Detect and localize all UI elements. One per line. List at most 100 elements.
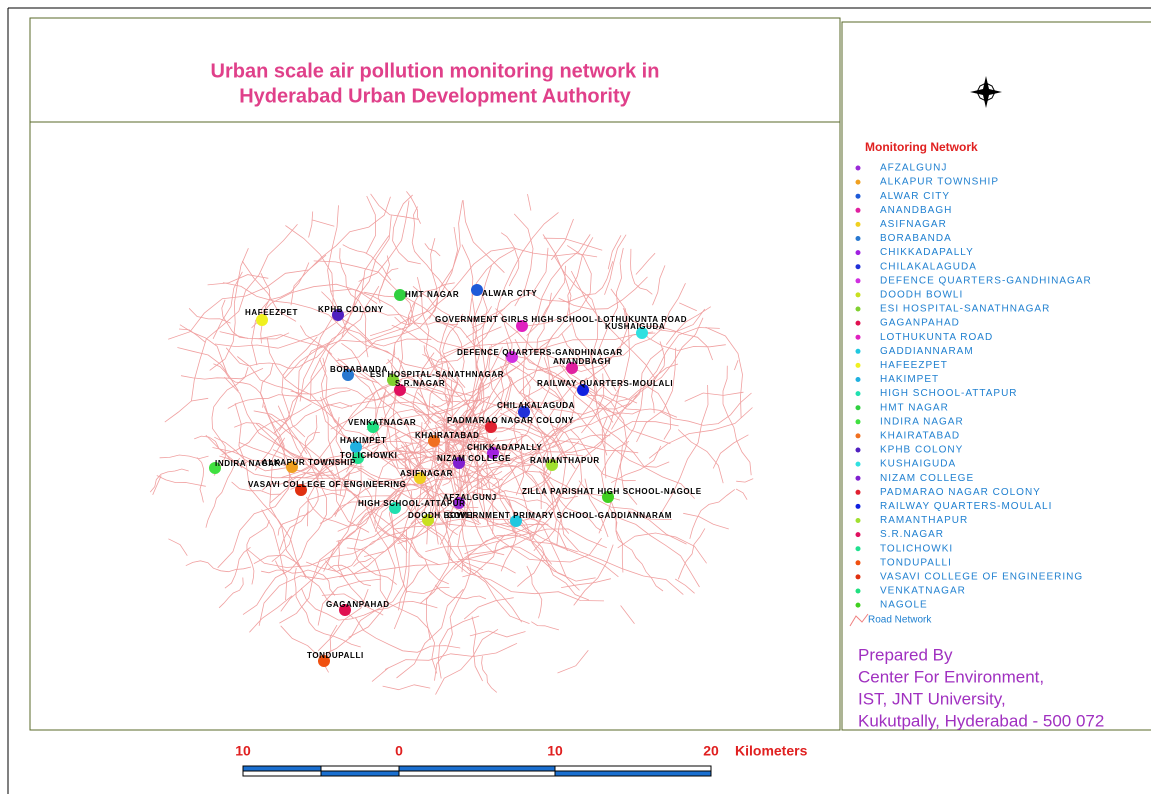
road xyxy=(196,457,205,503)
road xyxy=(391,324,504,455)
road xyxy=(503,405,567,540)
road xyxy=(598,247,624,392)
scale-label: 20 xyxy=(703,743,719,759)
station-label: BORABANDA xyxy=(330,365,388,374)
road xyxy=(209,248,249,371)
road xyxy=(440,406,530,438)
road xyxy=(374,392,482,525)
road xyxy=(506,519,518,536)
road xyxy=(398,564,427,611)
road xyxy=(684,391,744,402)
legend-label: HAFEEZPET xyxy=(880,360,948,371)
road xyxy=(164,397,209,423)
road xyxy=(451,381,460,437)
road-legend-label: Road Network xyxy=(868,615,932,626)
road xyxy=(618,517,700,588)
road xyxy=(558,283,686,363)
road xyxy=(221,403,312,455)
road xyxy=(384,439,418,630)
legend-marker xyxy=(855,362,861,368)
road xyxy=(185,560,252,573)
road xyxy=(677,429,724,484)
road xyxy=(522,234,591,412)
road xyxy=(366,409,450,449)
station-marker xyxy=(471,284,483,296)
road xyxy=(405,504,605,602)
road xyxy=(462,346,491,489)
road xyxy=(304,432,320,461)
road xyxy=(327,564,371,587)
legend-label: GADDIANNARAM xyxy=(880,346,974,357)
station-marker xyxy=(577,384,589,396)
road xyxy=(432,442,452,482)
legend-marker xyxy=(855,461,861,467)
legend-label: PADMARAO NAGAR COLONY xyxy=(880,487,1041,498)
road xyxy=(536,292,552,352)
road xyxy=(221,299,249,339)
road xyxy=(290,196,391,306)
road xyxy=(417,277,451,452)
stations: HAFEEZPET KPHB COLONY HMT NAGAR ALWAR CITY G… xyxy=(209,284,702,667)
station-label: GOVERNMENT PRIMARY SCHOOL-GADDIANNARAM xyxy=(447,511,672,520)
station-label: HMT NAGAR xyxy=(405,290,459,299)
legend-label: ESI HOSPITAL-SANATHNAGAR xyxy=(880,304,1050,315)
road xyxy=(382,386,459,471)
road xyxy=(341,310,472,353)
legend-label: RAMANTHAPUR xyxy=(880,515,968,526)
station-label: ZILLA PARISHAT HIGH SCHOOL-NAGOLE xyxy=(522,487,702,496)
road xyxy=(434,584,487,600)
road xyxy=(246,437,447,568)
road xyxy=(494,497,542,517)
road xyxy=(543,237,603,251)
station-label: DOODH BOWLI xyxy=(408,511,473,520)
road xyxy=(149,468,189,493)
station-marker xyxy=(602,491,614,503)
station-marker xyxy=(485,421,497,433)
legend-label: INDIRA NAGAR xyxy=(880,416,964,427)
legend-marker xyxy=(855,602,861,608)
legend-label: KPHB COLONY xyxy=(880,445,963,456)
road xyxy=(242,467,327,615)
road xyxy=(258,560,484,626)
legend-marker xyxy=(855,503,861,509)
road xyxy=(734,360,739,371)
road xyxy=(435,628,499,695)
station-label: PADMARAO NAGAR COLONY xyxy=(447,416,574,425)
road xyxy=(499,317,628,534)
legend-marker xyxy=(855,221,861,227)
road xyxy=(569,428,636,482)
road xyxy=(312,219,335,227)
station-marker xyxy=(352,452,364,464)
road xyxy=(443,323,465,371)
road xyxy=(225,341,331,369)
station-marker xyxy=(342,369,354,381)
title: Urban scale air pollution monitoring net… xyxy=(211,60,660,82)
station-marker xyxy=(636,327,648,339)
road xyxy=(462,534,506,578)
legend-label: HIGH SCHOOL-ATTAPUR xyxy=(880,388,1018,399)
road xyxy=(578,480,673,520)
road xyxy=(261,569,336,596)
road xyxy=(554,453,584,462)
road xyxy=(584,478,609,538)
road xyxy=(424,243,441,257)
road xyxy=(422,212,559,363)
road xyxy=(177,347,239,392)
station-label: ANANDBAGH xyxy=(553,357,611,366)
road xyxy=(384,642,518,670)
road xyxy=(324,560,344,577)
road xyxy=(735,488,748,500)
road xyxy=(227,390,351,409)
road xyxy=(471,247,549,329)
station-label: KHAIRATABAD xyxy=(415,431,480,440)
station-label: RAMANTHAPUR xyxy=(530,456,600,465)
road xyxy=(217,405,291,569)
road xyxy=(620,605,635,624)
road xyxy=(573,544,614,606)
road xyxy=(353,526,397,585)
road xyxy=(293,567,361,648)
road xyxy=(353,557,372,567)
road xyxy=(406,504,480,526)
legend-label: BORABANDA xyxy=(880,233,952,244)
